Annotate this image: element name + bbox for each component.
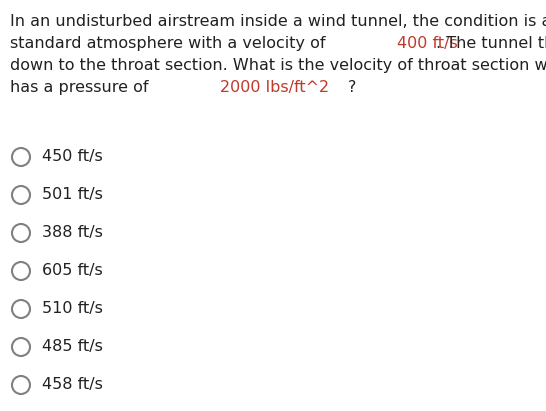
Text: In an undisturbed airstream inside a wind tunnel, the condition is at a: In an undisturbed airstream inside a win… <box>10 14 546 29</box>
Text: 400 ft/s: 400 ft/s <box>396 36 458 51</box>
Text: ?: ? <box>348 80 356 95</box>
Text: 450 ft/s: 450 ft/s <box>42 148 103 164</box>
Text: standard atmosphere with a velocity of: standard atmosphere with a velocity of <box>10 36 331 51</box>
Text: 2000 lbs/ft^2: 2000 lbs/ft^2 <box>219 80 329 95</box>
Text: 388 ft/s: 388 ft/s <box>42 224 103 240</box>
Text: 458 ft/s: 458 ft/s <box>42 376 103 392</box>
Text: 510 ft/s: 510 ft/s <box>42 300 103 316</box>
Text: 485 ft/s: 485 ft/s <box>42 339 103 353</box>
Text: . The tunnel then narrows: . The tunnel then narrows <box>436 36 546 51</box>
Text: 501 ft/s: 501 ft/s <box>42 187 103 201</box>
Text: down to the throat section. What is the velocity of throat section which: down to the throat section. What is the … <box>10 58 546 73</box>
Text: has a pressure of: has a pressure of <box>10 80 153 95</box>
Text: 605 ft/s: 605 ft/s <box>42 263 103 277</box>
